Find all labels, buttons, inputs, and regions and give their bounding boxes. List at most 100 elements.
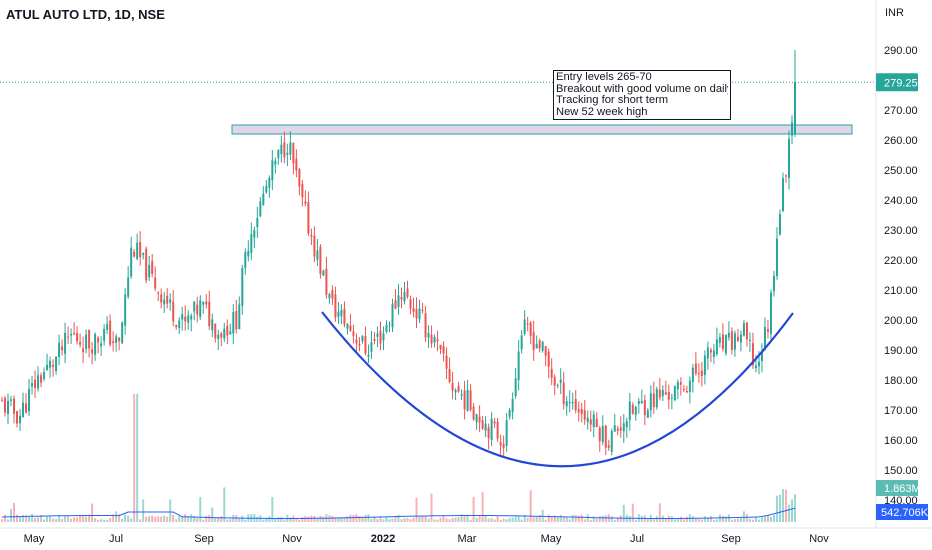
volume-bar <box>103 519 106 522</box>
y-tick-label: 290.00 <box>884 45 918 57</box>
candle-body <box>481 420 484 429</box>
volume-bar <box>403 518 406 522</box>
volume-bar <box>703 516 706 522</box>
volume-bar <box>430 493 433 522</box>
candle-body <box>709 349 712 353</box>
candle-body <box>760 350 763 362</box>
volume-bar <box>730 519 733 522</box>
candle-body <box>382 333 385 341</box>
candle-body <box>322 270 325 276</box>
candle-body <box>496 421 499 439</box>
volume-bar <box>163 515 166 522</box>
volume-bar <box>742 511 745 522</box>
candle-body <box>763 326 766 350</box>
candle-body <box>625 420 628 428</box>
volume-bar <box>334 517 337 522</box>
candle-body <box>58 342 61 358</box>
candle-body <box>4 398 7 413</box>
volume-bar <box>706 517 709 522</box>
candle-body <box>373 339 376 342</box>
volume-bar <box>745 514 748 522</box>
volume-bar <box>373 517 376 522</box>
candle-body <box>76 332 79 342</box>
volume-bar <box>682 519 685 522</box>
volume-bar <box>256 516 259 522</box>
candle-body <box>199 300 202 318</box>
candle-body <box>409 299 412 309</box>
volume-bar <box>79 515 82 522</box>
candle-body <box>364 335 367 354</box>
annotation-box[interactable]: Entry levels 265-70 Breakout with good v… <box>553 70 731 120</box>
candle-body <box>94 334 97 355</box>
candle-body <box>421 309 424 311</box>
volume-bar <box>274 519 277 522</box>
volume-bar <box>697 519 700 522</box>
candle-body <box>769 292 772 334</box>
candle-body <box>541 341 544 351</box>
candle-body <box>667 392 670 400</box>
candle-body <box>568 402 571 404</box>
volume-bar <box>604 515 607 522</box>
volume-bar <box>511 517 514 522</box>
candle-body <box>397 295 400 308</box>
volume-bar <box>235 515 238 522</box>
candle-body <box>646 410 649 418</box>
volume-bar <box>517 515 520 522</box>
volume-bar <box>349 514 352 522</box>
candle-body <box>502 444 505 448</box>
candle-body <box>202 301 205 305</box>
candle-body <box>415 309 418 319</box>
candle-body <box>352 331 355 337</box>
currency-label: INR <box>885 7 904 19</box>
volume-bar <box>208 514 211 522</box>
candle-body <box>430 334 433 344</box>
candle-body <box>253 230 256 238</box>
candle-body <box>1 400 3 402</box>
annotation-line: Entry levels 265-70 <box>556 72 652 83</box>
volume-bar <box>784 489 787 522</box>
volume-bar <box>439 517 442 522</box>
candle-body <box>310 234 313 237</box>
volume-bar <box>763 516 766 522</box>
candle-body <box>355 339 358 344</box>
candle-body <box>727 332 730 338</box>
volume-bar <box>529 490 532 522</box>
candle-body <box>691 367 694 383</box>
candle-body <box>778 214 781 235</box>
volume-bar <box>187 516 190 522</box>
volume-bar <box>493 519 496 522</box>
volume-bar <box>271 497 274 522</box>
last-price-tag: 279.25 <box>876 73 918 92</box>
candle-body <box>178 320 181 328</box>
candle-body <box>628 401 631 421</box>
candle-body <box>295 158 298 171</box>
volume-bar <box>526 518 529 522</box>
volume-bar <box>445 518 448 522</box>
candle-body <box>394 300 397 309</box>
candle-body <box>493 421 496 424</box>
y-tick-label: 170.00 <box>884 405 918 417</box>
candle-body <box>277 150 280 158</box>
candle-body <box>601 426 604 443</box>
volume-bar <box>226 519 229 522</box>
candle-body <box>538 340 541 349</box>
candle-body <box>13 398 16 414</box>
x-tick-label: Nov <box>282 533 302 545</box>
x-tick-label: Jul <box>109 533 123 545</box>
volume-bar <box>436 519 439 522</box>
candle-body <box>553 376 556 386</box>
candle-body <box>466 389 469 412</box>
volume-bar <box>244 519 247 522</box>
candle-body <box>712 350 715 357</box>
volume-bar <box>166 516 169 522</box>
candle-body <box>794 82 796 134</box>
candle-body <box>589 419 592 425</box>
candle-body <box>607 445 610 448</box>
candle-body <box>127 277 130 297</box>
candle-body <box>406 288 409 297</box>
candle-body <box>10 399 13 401</box>
volume-bar <box>181 516 184 522</box>
candle-body <box>133 251 136 257</box>
candle-body <box>304 201 307 204</box>
